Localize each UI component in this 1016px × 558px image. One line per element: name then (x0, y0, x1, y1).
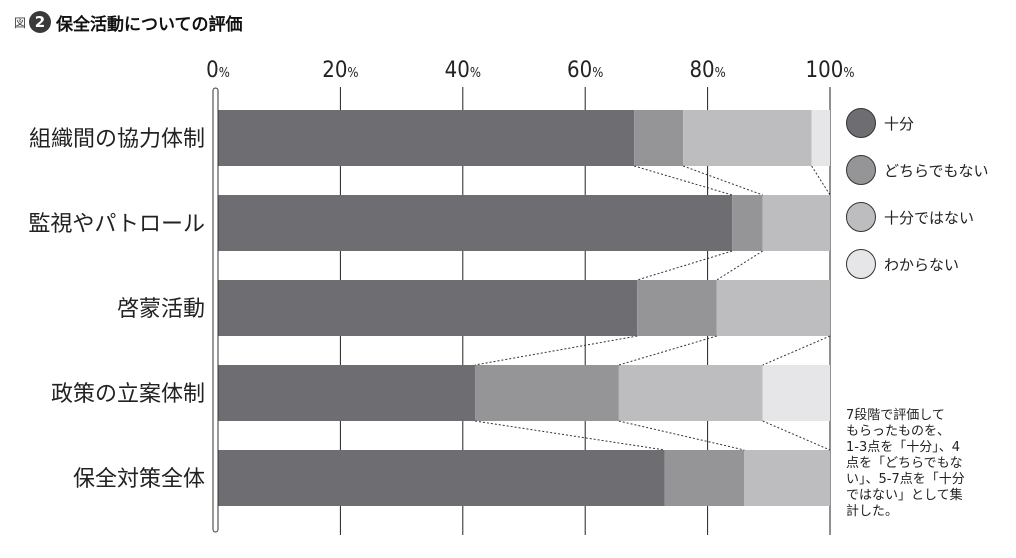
bar-segment (218, 365, 476, 421)
bar-segment (218, 110, 635, 166)
x-tick-label: 40% (445, 58, 481, 83)
footnote-line: 1-3点を「十分」、4 (846, 440, 961, 455)
x-tick-label: 80% (689, 58, 725, 83)
legend-item-insufficient: 十分ではない (846, 202, 974, 232)
chart-title: 保全活動についての評価 (56, 14, 243, 35)
bar-segment (218, 450, 665, 506)
figure-header: 図 2 保全活動についての評価 (14, 10, 243, 35)
connector-line (762, 420, 831, 451)
x-tick-label: 0% (206, 58, 230, 83)
legend-item-sufficient: 十分 (846, 108, 914, 138)
legend-label: 十分ではない (884, 208, 975, 227)
connector-line (637, 250, 733, 281)
bar-segment (664, 450, 745, 506)
x-tick-label: 60% (567, 58, 603, 83)
footnote-line: 計した。 (846, 504, 899, 519)
bar-segment (634, 110, 684, 166)
bar-segment (716, 280, 830, 336)
legend-item-neutral: どちらでもない (846, 155, 989, 185)
bar-segment (637, 280, 717, 336)
footnote-line: い」、5-7点を「十分 (846, 472, 965, 487)
footnote-line: 点を「どちらでもな (846, 456, 963, 471)
bar-segment (744, 450, 830, 506)
bar-segment (811, 110, 830, 166)
legend-swatch-icon (846, 108, 876, 138)
category-label: 監視やパトロール (28, 212, 205, 237)
footnote-line: もらったものを、 (846, 424, 951, 439)
bar-segment (762, 365, 830, 421)
category-label: 保全対策全体 (73, 467, 205, 492)
category-label: 啓蒙活動 (117, 297, 205, 322)
legend-label: わからない (884, 255, 960, 274)
figure-prefix: 図 (14, 15, 27, 30)
category-label: 組織間の協力体制 (29, 127, 205, 152)
x-tick-label: 20% (322, 58, 358, 83)
y-axis-bracket (212, 87, 219, 533)
bar-segment (475, 365, 619, 421)
figure-number-badge: 2 (29, 11, 52, 33)
legend-label: 十分 (884, 114, 915, 133)
connector-line (811, 165, 831, 196)
bar-segment (683, 110, 812, 166)
connector-line (618, 420, 745, 451)
footnote: 7段階で評価して もらったものを、 1-3点を「十分」、4 点を「どちらでもな … (846, 408, 986, 520)
bar-segment (218, 280, 638, 336)
connector-line (618, 335, 717, 366)
bar-segment (218, 195, 733, 251)
connector-line (716, 250, 763, 281)
legend-item-unknown: わからない (846, 249, 959, 279)
category-label: 政策の立案体制 (51, 382, 205, 407)
connector-line (474, 335, 638, 366)
connector-line (682, 165, 763, 196)
footnote-line: 7段階で評価して (846, 408, 945, 423)
bar-segment (618, 365, 763, 421)
legend-swatch-icon (846, 249, 876, 279)
connector-line (762, 335, 831, 366)
legend-swatch-icon (846, 202, 876, 232)
legend-swatch-icon (846, 155, 876, 185)
footnote-line: ではない」として集 (846, 488, 963, 503)
x-tick-label: 100% (806, 58, 855, 83)
bar-segment (732, 195, 763, 251)
bar-segment (762, 195, 830, 251)
connector-line (634, 165, 733, 196)
legend-label: どちらでもない (884, 161, 989, 180)
